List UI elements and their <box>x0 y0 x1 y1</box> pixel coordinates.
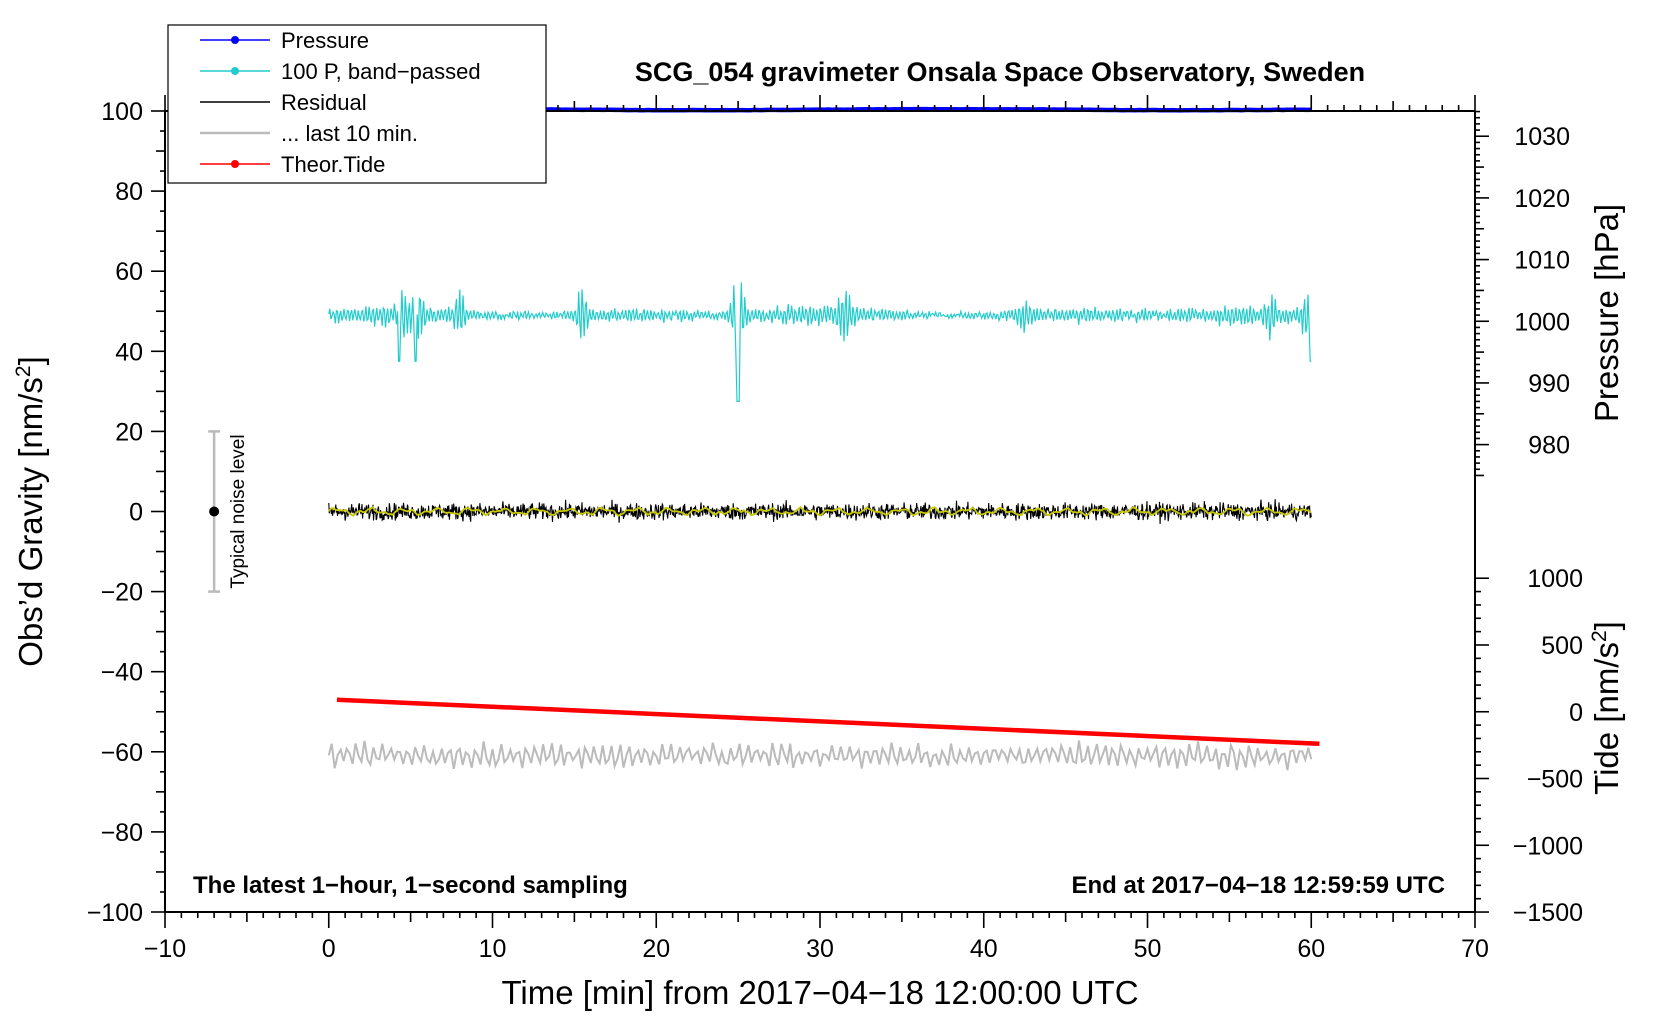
text-layer: −10 0 10 20 30 40 50 60 70−100−80−60−40−20020406… <box>12 57 1625 1011</box>
x-tick-label: 50 <box>1134 935 1162 963</box>
legend-item: ... last 10 min. <box>200 121 418 146</box>
x-tick-label: 40 <box>970 935 998 963</box>
y-tick-label: 40 <box>115 338 143 366</box>
x-tick-label: 10 <box>479 935 507 963</box>
y-tick-label: −60 <box>101 739 143 767</box>
y-tick-label: 60 <box>115 258 143 286</box>
x-tick-label: 60 <box>1297 935 1325 963</box>
x-axis-title: Time [min] from 2017−04−18 12:00:00 UTC <box>501 974 1138 1011</box>
tide-tick-label: −500 <box>1527 766 1583 794</box>
x-tick-label: −10 <box>144 935 186 963</box>
y-axis-title-left-sup: 2 <box>12 365 35 377</box>
tide-tick-label: −1500 <box>1513 899 1583 927</box>
pressure-tick-label: 980 <box>1528 432 1570 460</box>
y-tick-label: 20 <box>115 418 143 446</box>
legend-item: 100 P, band−passed <box>200 59 481 84</box>
bandpassed-pressure-line <box>328 282 1312 402</box>
pressure-tick-label: 1020 <box>1514 185 1570 213</box>
x-tick-label: 0 <box>322 935 336 963</box>
chart-title: SCG_054 gravimeter Onsala Space Observat… <box>635 57 1365 87</box>
legend-item: Residual <box>200 90 367 115</box>
pressure-tick-label: 1010 <box>1514 247 1570 275</box>
legend-item-label: Pressure <box>281 28 369 53</box>
legend-box <box>167 24 547 184</box>
pressure-tick-label: 990 <box>1528 370 1570 398</box>
x-tick-label: 20 <box>642 935 670 963</box>
noise-level-indicator: Typical noise level <box>208 430 249 593</box>
x-tick-label: 70 <box>1461 935 1489 963</box>
tide-axis-title-sup: 2 <box>1588 630 1611 642</box>
tide-tick-label: 500 <box>1541 632 1583 660</box>
y-tick-label: 0 <box>129 499 143 527</box>
y-axis-title-left-end: ] <box>12 356 49 365</box>
corner-annotation-right: End at 2017−04−18 12:59:59 UTC <box>1071 872 1445 899</box>
tide-tick-label: 1000 <box>1527 565 1583 593</box>
legend: Pressure 100 P, band−passed Residual ... la… <box>167 24 547 184</box>
y-tick-label: −100 <box>87 899 143 927</box>
y-tick-label: 80 <box>115 178 143 206</box>
legend-item: Pressure <box>200 28 369 53</box>
legend-swatch-marker <box>231 160 239 168</box>
y-axis-title-left: Obs’d Gravity [nm/s2] <box>12 356 49 667</box>
corner-annotation-left: The latest 1−hour, 1−second sampling <box>193 872 628 899</box>
y-tick-label: −80 <box>101 819 143 847</box>
pressure-tick-label: 1030 <box>1514 123 1570 151</box>
legend-item-label: Residual <box>281 90 367 115</box>
residual-line <box>328 499 1312 525</box>
tide-axis-title: Tide [nm/s2] <box>1588 621 1625 795</box>
x-tick-label: 30 <box>806 935 834 963</box>
tide-axis-title-end: ] <box>1588 621 1625 630</box>
tide-tick-label: 0 <box>1569 699 1583 727</box>
last-10-min-line <box>327 740 1313 771</box>
pressure-tick-label: 1000 <box>1514 308 1570 336</box>
y-tick-label: −40 <box>101 659 143 687</box>
legend-swatch-marker <box>231 67 239 75</box>
theoretical-tide-line <box>336 697 1320 747</box>
y-tick-label: −20 <box>101 579 143 607</box>
y-axis-title-left-text: Obs’d Gravity [nm/s <box>12 377 49 667</box>
pressure-axis-title: Pressure [hPa] <box>1588 204 1625 422</box>
series-layer: Typical noise level <box>208 106 1320 771</box>
legend-item-label: 100 P, band−passed <box>281 59 481 84</box>
tide-tick-label: −1000 <box>1513 832 1583 860</box>
legend-item: Theor.Tide <box>200 152 385 177</box>
noise-bar-center-dot <box>209 506 220 517</box>
residual-smoothed-line <box>328 505 1312 517</box>
legend-swatch-marker <box>231 36 239 44</box>
legend-item-label: Theor.Tide <box>281 152 385 177</box>
y-tick-label: 100 <box>101 98 143 126</box>
tide-axis-title-text: Tide [nm/s <box>1588 642 1625 795</box>
legend-item-label: ... last 10 min. <box>281 121 418 146</box>
noise-bar-label: Typical noise level <box>228 434 249 588</box>
